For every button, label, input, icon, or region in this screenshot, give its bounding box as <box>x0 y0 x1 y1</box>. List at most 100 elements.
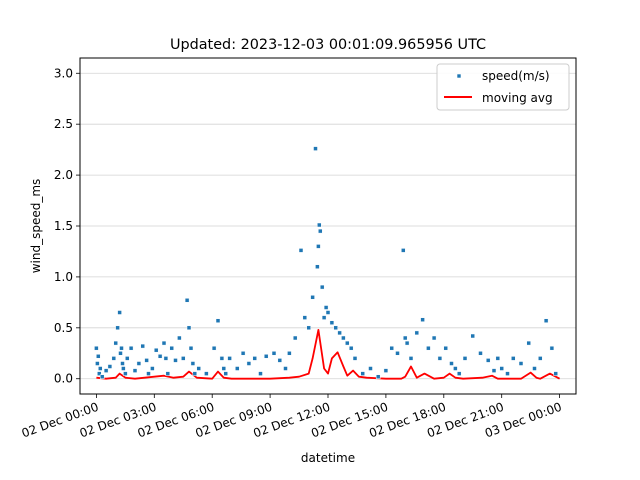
scatter-point <box>132 368 138 373</box>
scatter-point <box>431 335 437 341</box>
legend-label-speed: speed(m/s) <box>482 69 550 83</box>
y-tick-label: 1.0 <box>54 270 73 284</box>
x-axis-label: datetime <box>301 451 355 465</box>
scatter-point <box>538 356 543 361</box>
scatter-point <box>437 356 443 361</box>
scatter-point <box>157 354 163 359</box>
scatter-point <box>505 371 510 376</box>
scatter-point <box>302 315 308 320</box>
scatter-point <box>235 366 240 371</box>
scatter-point <box>426 345 431 351</box>
y-axis: 0.0 0.5 1.0 1.5 2.0 2.5 3.0 <box>54 66 80 386</box>
scatter-point <box>96 354 101 359</box>
scatter-point <box>325 310 331 315</box>
scatter-point <box>117 310 122 315</box>
scatter-point <box>123 371 128 376</box>
scatter-point <box>352 356 358 361</box>
scatter-point <box>144 358 149 363</box>
scatter-point <box>227 356 232 361</box>
scatter-point <box>120 361 125 366</box>
scatter-point <box>298 248 304 253</box>
scatter-point <box>211 345 217 351</box>
scatter-point <box>111 356 117 361</box>
scatter-point <box>252 356 257 361</box>
scatter-point <box>97 371 102 376</box>
legend-box <box>436 63 570 111</box>
y-tick-label: 2.0 <box>54 168 73 182</box>
legend-marker-speed <box>456 73 462 79</box>
scatter-point <box>337 330 342 336</box>
scatter-point <box>395 351 400 356</box>
scatter-point <box>511 356 516 361</box>
scatter-point <box>345 340 350 346</box>
scatter-point <box>316 244 321 249</box>
scatter-point <box>313 146 318 151</box>
scatter-point <box>518 361 524 366</box>
scatter-point <box>453 366 458 371</box>
scatter-point <box>543 318 549 323</box>
y-axis-label: wind_speed_ms <box>29 179 43 274</box>
scatter-point <box>368 366 373 371</box>
scatter-point <box>146 371 151 376</box>
y-tick-label: 2.5 <box>54 117 73 131</box>
scatter-point <box>223 371 228 376</box>
scatter-point <box>221 366 227 371</box>
scatter-point <box>404 340 410 346</box>
legend: speed(m/s) moving avg <box>436 63 570 111</box>
scatter-point <box>478 351 483 356</box>
scatter-point <box>317 222 322 228</box>
scatter-point <box>287 351 292 356</box>
scatter-point <box>196 366 201 371</box>
scatter-point <box>119 345 124 351</box>
scatter-point <box>532 366 537 371</box>
scatter-point <box>192 371 198 376</box>
scatter-point <box>553 371 558 376</box>
scatter-point <box>360 371 365 376</box>
scatter-point <box>181 356 186 361</box>
scatter-point <box>140 343 145 349</box>
scatter-point <box>271 351 277 356</box>
chart-title: Updated: 2023-12-03 00:01:09.965956 UTC <box>170 37 486 53</box>
scatter-point <box>323 305 329 310</box>
scatter-point <box>215 318 221 323</box>
scatter-point <box>414 330 420 336</box>
scatter-point <box>526 340 531 346</box>
scatter-point <box>94 345 99 351</box>
scatter-point <box>383 368 389 373</box>
moving-avg-line <box>96 328 561 380</box>
scatter-point <box>319 284 325 290</box>
scatter-point <box>186 325 192 331</box>
scatter-point <box>283 366 288 371</box>
scatter-point <box>310 295 315 300</box>
scatter-point <box>491 368 497 373</box>
scatter-point <box>121 366 126 371</box>
scatter-point <box>449 361 454 366</box>
scatter-point <box>263 354 269 359</box>
scatter-point <box>333 325 338 331</box>
scatter-point <box>485 358 491 363</box>
scatter-point <box>462 356 468 361</box>
scatter-point <box>549 345 555 351</box>
scatter-point <box>173 358 178 363</box>
scatter-point <box>456 371 462 376</box>
scatter-point <box>341 335 346 341</box>
scatter-point <box>318 228 323 234</box>
scatter-point <box>169 345 174 351</box>
scatter-point <box>420 317 425 322</box>
scatter-point <box>292 335 298 341</box>
moving-avg-layer <box>96 328 561 380</box>
scatter-point <box>408 356 414 361</box>
scatter-point <box>204 371 209 376</box>
scatter-point <box>190 361 196 366</box>
scatter-point <box>348 345 354 351</box>
scatter-point <box>258 371 263 376</box>
scatter-point <box>329 320 335 325</box>
scatter-point <box>470 333 475 339</box>
scatter-point <box>125 356 130 361</box>
scatter-point <box>246 361 252 366</box>
scatter-point <box>277 358 283 363</box>
scatter-point <box>375 374 381 379</box>
scatter-point <box>150 366 155 371</box>
